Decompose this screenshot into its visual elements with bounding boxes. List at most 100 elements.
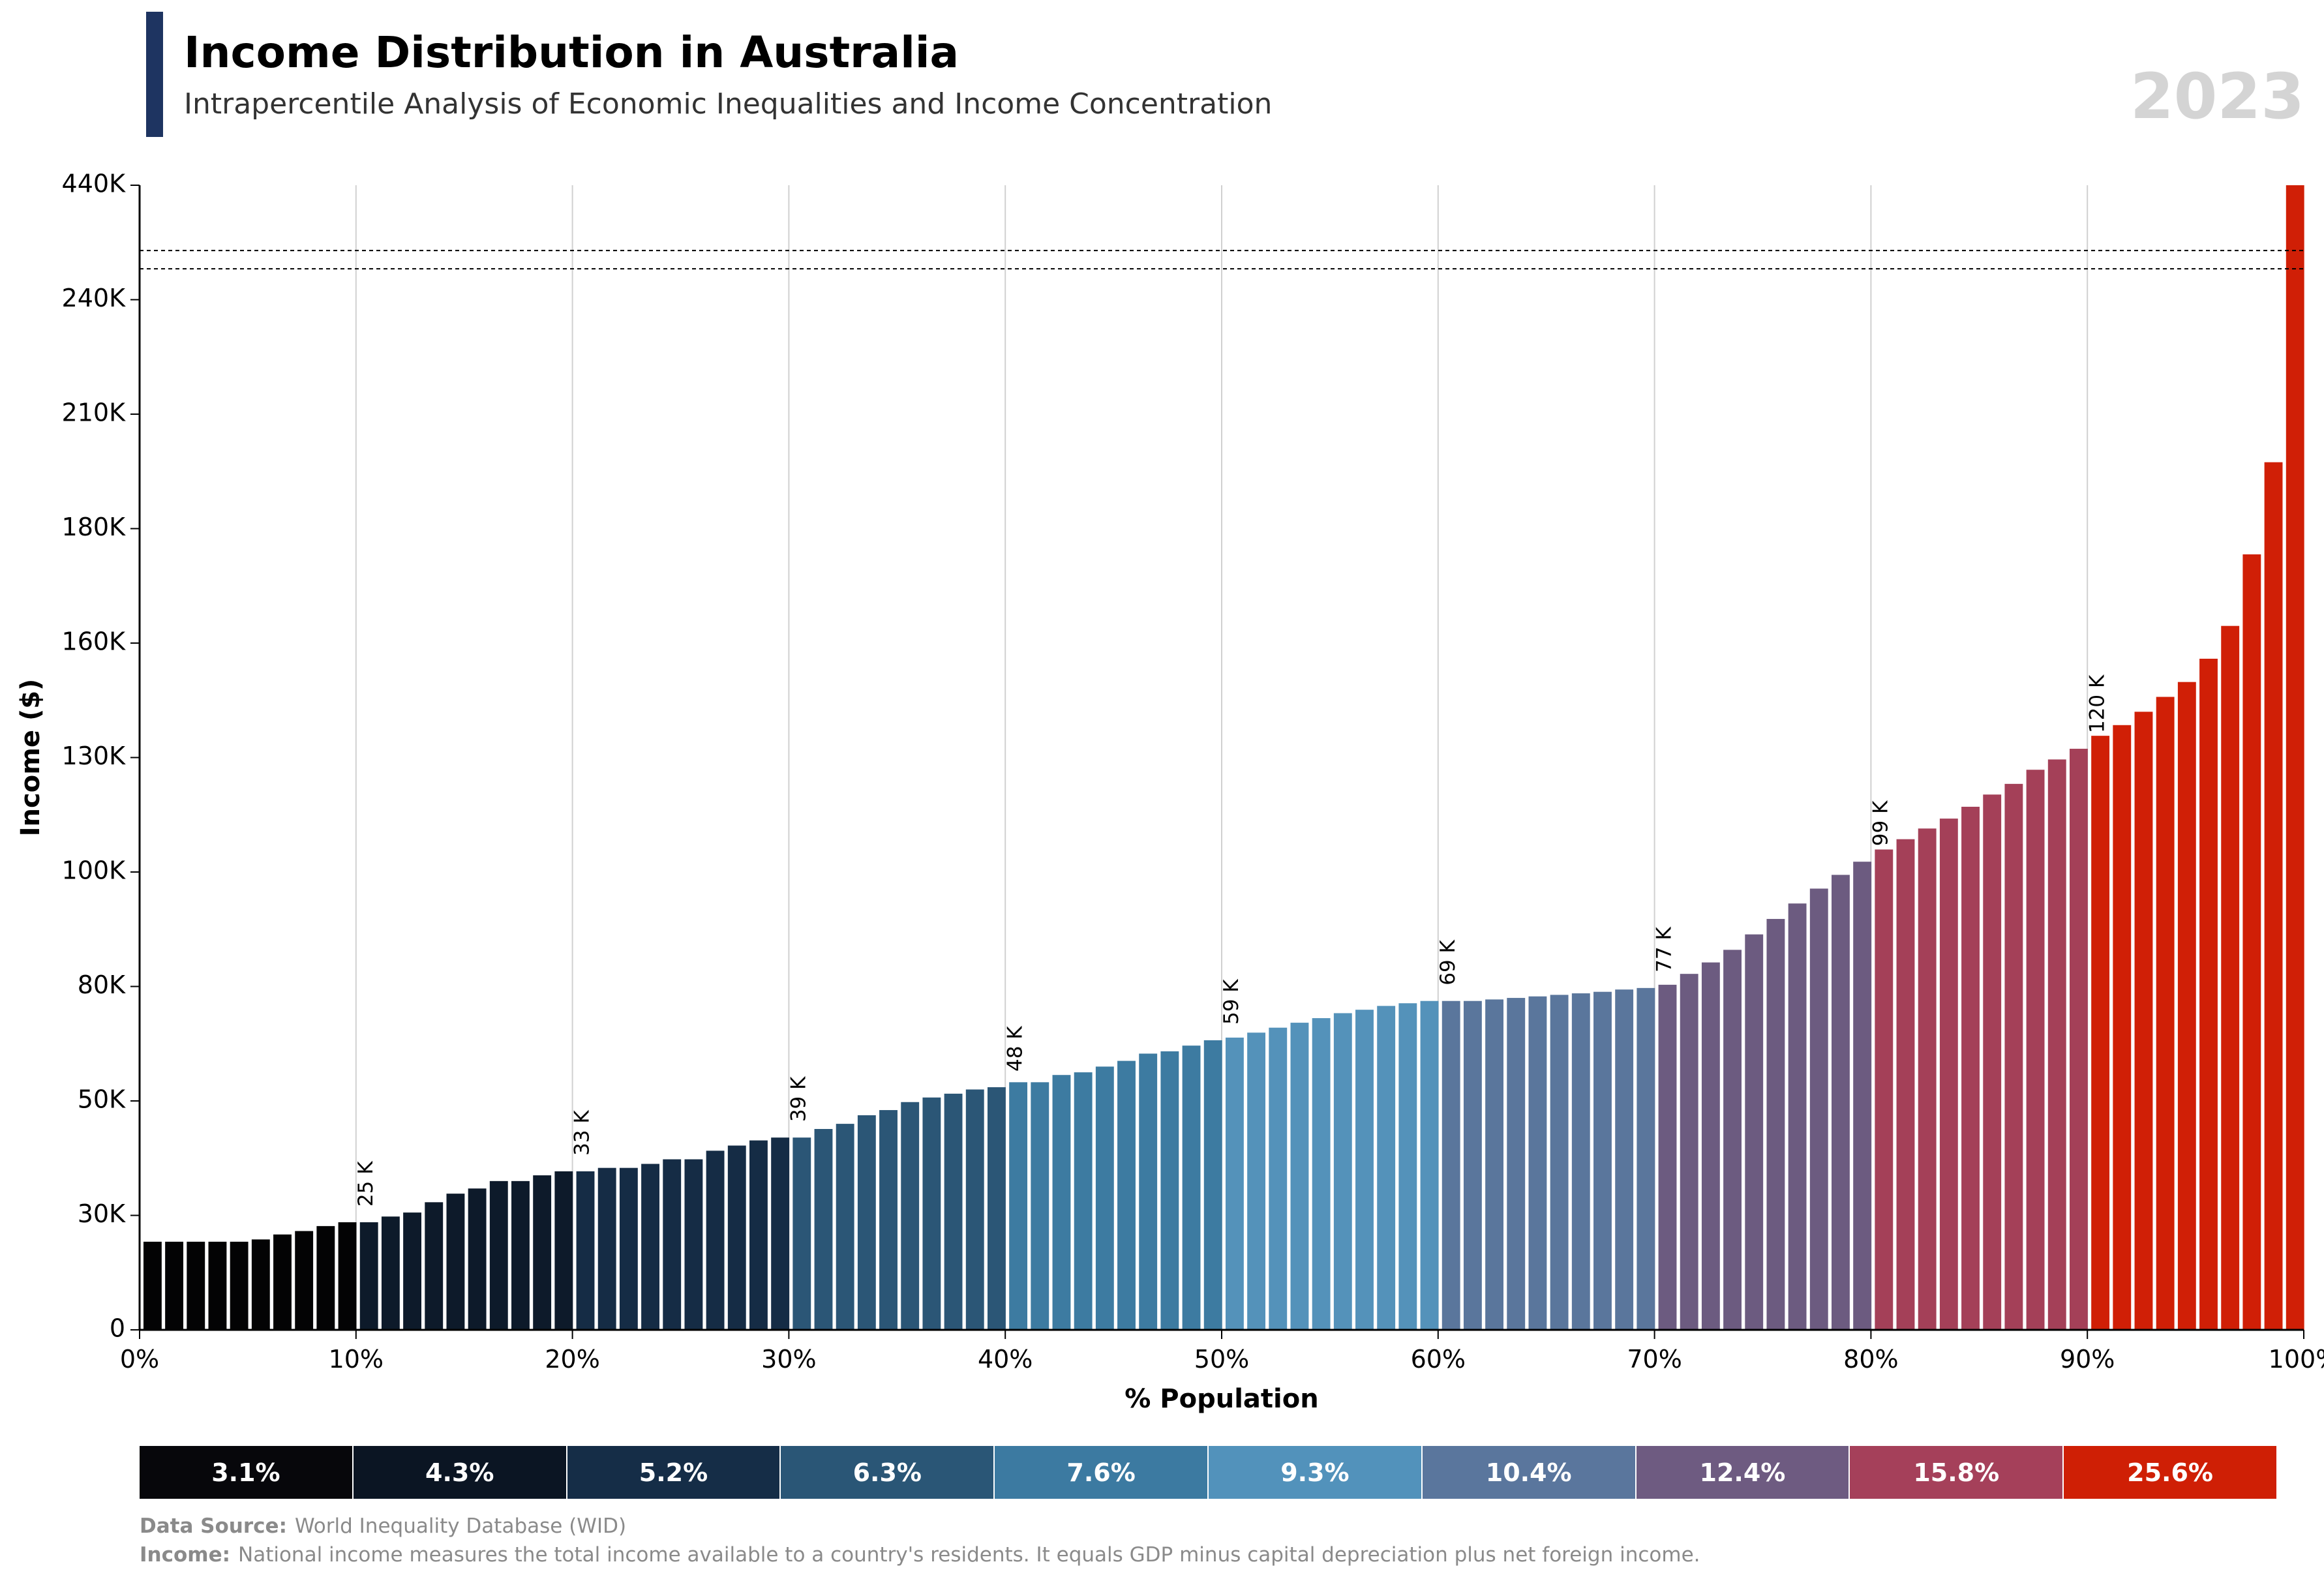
income-bar (2199, 658, 2218, 1330)
decile-value-label: 99 K (1869, 800, 1892, 846)
income-bar (1571, 993, 1590, 1330)
income-bar (2177, 682, 2196, 1330)
decile-value-label: 25 K (354, 1161, 378, 1207)
income-bar (381, 1216, 400, 1330)
income-bar (338, 1222, 357, 1330)
income-bar (2221, 625, 2240, 1330)
income-bar (143, 1241, 162, 1330)
income-definition-note: Income: National income measures the tota… (140, 1541, 1700, 1569)
chart-subtitle: Intrapercentile Analysis of Economic Ine… (184, 87, 1273, 121)
income-bar (1269, 1027, 1288, 1330)
income-bar (1398, 1003, 1417, 1330)
income-bar (1939, 819, 1958, 1330)
x-tick-label: 30% (761, 1345, 816, 1374)
income-bar (1637, 987, 1655, 1330)
x-axis-title: % Population (1124, 1384, 1318, 1414)
income-bar (1377, 1006, 1396, 1330)
income-bar (425, 1202, 444, 1330)
y-tick-label: 30K (78, 1199, 126, 1228)
income-bar (944, 1093, 963, 1330)
income-bar (706, 1150, 725, 1330)
income-bar (2286, 185, 2304, 1330)
income-bar (663, 1159, 682, 1330)
income-bar (446, 1194, 465, 1330)
y-tick-label: 210K (62, 399, 127, 427)
decile-value-label: 59 K (1220, 979, 1243, 1025)
income-bar (359, 1222, 378, 1330)
data-source-text: World Inequality Database (WID) (294, 1514, 627, 1538)
income-bar (187, 1241, 205, 1330)
income-bar (2026, 770, 2045, 1330)
income-bar (749, 1140, 768, 1330)
income-bar (814, 1128, 833, 1330)
income-bar (2242, 554, 2261, 1330)
x-tick-label: 10% (329, 1345, 384, 1374)
income-bar (1117, 1060, 1136, 1330)
income-bar (230, 1241, 249, 1330)
income-bar (1701, 962, 1720, 1330)
x-tick-label: 50% (1194, 1345, 1249, 1374)
income-bar (1463, 1000, 1482, 1330)
income-bar (1009, 1082, 1028, 1330)
income-bar (1441, 1000, 1460, 1330)
x-tick-label: 90% (2060, 1345, 2115, 1374)
decile-share-cell: 10.4% (1422, 1446, 1637, 1499)
income-bar (468, 1188, 487, 1330)
income-bar (1203, 1040, 1222, 1330)
income-bar (1593, 991, 1612, 1330)
income-bar (836, 1124, 854, 1330)
income-bar (1788, 903, 1807, 1330)
y-tick-label: 160K (62, 627, 127, 656)
income-bar (901, 1102, 920, 1330)
income-bar (727, 1145, 746, 1330)
income-definition-text: National income measures the total incom… (238, 1543, 1700, 1567)
decile-share-cell: 6.3% (781, 1446, 995, 1499)
decile-value-label: 48 K (1003, 1026, 1027, 1072)
income-bar (1853, 862, 1872, 1330)
income-bar (1312, 1018, 1331, 1330)
income-bar (251, 1239, 270, 1330)
y-tick-label: 80K (78, 970, 126, 999)
decile-share-cell: 4.3% (353, 1446, 567, 1499)
decile-share-cell: 3.1% (140, 1446, 354, 1499)
y-tick-label: 100K (62, 856, 127, 885)
income-bar (1160, 1051, 1179, 1330)
income-bar (403, 1212, 422, 1330)
income-bar (1832, 875, 1850, 1330)
income-bar (1420, 1000, 1439, 1330)
decile-share-legend: 3.1% 4.3% 5.2% 6.3% 7.6% 9.3% 10.4% 12.4% 15.8% 2… (140, 1446, 2276, 1499)
data-source-note: Data Source: World Inequality Database (W… (140, 1512, 1700, 1541)
income-bar (1031, 1082, 1049, 1330)
x-tick-label: 20% (545, 1345, 599, 1374)
income-bar (1507, 998, 1526, 1330)
year-label: 2023 (2130, 60, 2304, 133)
y-tick-label: 0 (110, 1314, 125, 1343)
x-tick-label: 40% (978, 1345, 1033, 1374)
income-bar (533, 1175, 552, 1330)
x-tick-label: 70% (1627, 1345, 1682, 1374)
income-bar (792, 1137, 811, 1330)
decile-value-label: 39 K (787, 1076, 810, 1122)
income-bar (2134, 712, 2153, 1330)
y-tick-label: 130K (62, 742, 127, 770)
income-bar (554, 1171, 573, 1330)
income-bar (1139, 1053, 1158, 1330)
income-bar (1225, 1037, 1244, 1330)
income-bar (771, 1137, 790, 1330)
income-bar (1485, 999, 1504, 1330)
decile-share-cell: 5.2% (567, 1446, 781, 1499)
decile-share-cell: 12.4% (1636, 1446, 1850, 1499)
income-bar (208, 1241, 227, 1330)
x-tick-label: 60% (1411, 1345, 1466, 1374)
decile-share-cell: 25.6% (2064, 1446, 2276, 1499)
decile-value-label: 77 K (1653, 927, 1676, 972)
income-bar (965, 1089, 984, 1330)
income-bar (857, 1115, 876, 1330)
income-bar (1182, 1045, 1201, 1330)
income-bar (2069, 749, 2088, 1330)
income-bar (1615, 989, 1634, 1330)
income-bar (2113, 725, 2132, 1330)
y-axis-title: Income ($) (16, 679, 46, 837)
decile-share-cell: 9.3% (1208, 1446, 1423, 1499)
x-tick-label: 100% (2269, 1345, 2324, 1374)
